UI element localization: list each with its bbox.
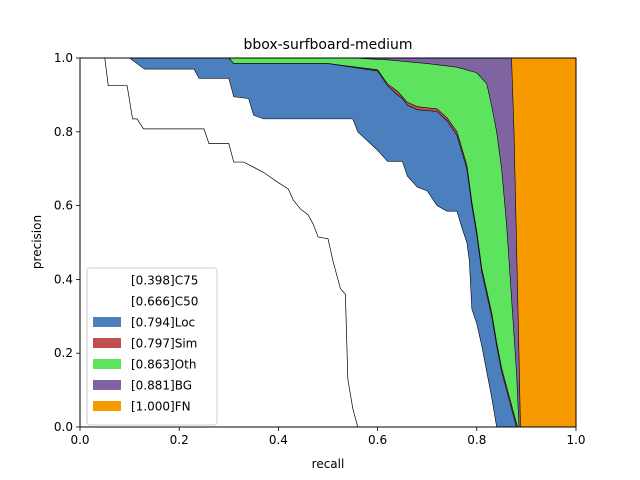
y-tick-label: 0.4 bbox=[54, 272, 73, 286]
x-tick-label: 0.0 bbox=[70, 433, 89, 447]
x-tick-label: 1.0 bbox=[566, 433, 585, 447]
line-0-398-c75 bbox=[80, 57, 359, 428]
legend-label-1-000-fn: [1.000]FN bbox=[131, 400, 191, 414]
chart-title: bbox-surfboard-medium bbox=[243, 37, 412, 53]
plot-lines bbox=[80, 57, 359, 428]
y-tick-label: 1.0 bbox=[54, 51, 73, 65]
x-axis-label: recall bbox=[312, 457, 345, 471]
legend-label-0-797-sim: [0.797]Sim bbox=[131, 337, 197, 351]
legend-swatch-0-881-bg bbox=[93, 380, 121, 390]
legend-label-0-666-c50: [0.666]C50 bbox=[131, 295, 198, 309]
legend: [0.398]C75 [0.666]C50 [0.794]Loc [0.797]Sim… bbox=[86, 267, 218, 426]
y-tick-label: 0.0 bbox=[54, 420, 73, 434]
y-tick-label: 0.2 bbox=[54, 346, 73, 360]
y-tick-label: 0.6 bbox=[54, 199, 73, 213]
legend-swatch-0-398-c75 bbox=[93, 275, 121, 285]
legend-swatch-0-794-loc bbox=[93, 317, 121, 327]
legend-label-0-794-loc: [0.794]Loc bbox=[131, 316, 195, 330]
x-tick-label: 0.4 bbox=[269, 433, 288, 447]
plot-frame bbox=[79, 57, 577, 428]
legend-label-0-863-oth: [0.863]Oth bbox=[131, 358, 196, 372]
legend-swatch-0-797-sim bbox=[93, 338, 121, 348]
legend-swatch-0-666-c50 bbox=[93, 296, 121, 306]
x-tick-label: 0.8 bbox=[467, 433, 486, 447]
y-axis-label: precision bbox=[30, 215, 44, 269]
legend-swatch-0-863-oth bbox=[93, 359, 121, 369]
y-tick-label: 0.8 bbox=[54, 125, 73, 139]
legend-label-0-398-c75: [0.398]C75 bbox=[131, 274, 198, 288]
x-axis-ticks: 0.0 0.2 0.4 0.6 0.8 1.0 bbox=[70, 427, 586, 447]
legend-swatch-1-000-fn bbox=[93, 401, 121, 411]
x-tick-label: 0.2 bbox=[170, 433, 189, 447]
legend-label-0-881-bg: [0.881]BG bbox=[131, 379, 192, 393]
x-tick-label: 0.6 bbox=[368, 433, 387, 447]
y-axis-ticks: 0.0 0.2 0.4 0.6 0.8 1.0 bbox=[54, 51, 80, 434]
